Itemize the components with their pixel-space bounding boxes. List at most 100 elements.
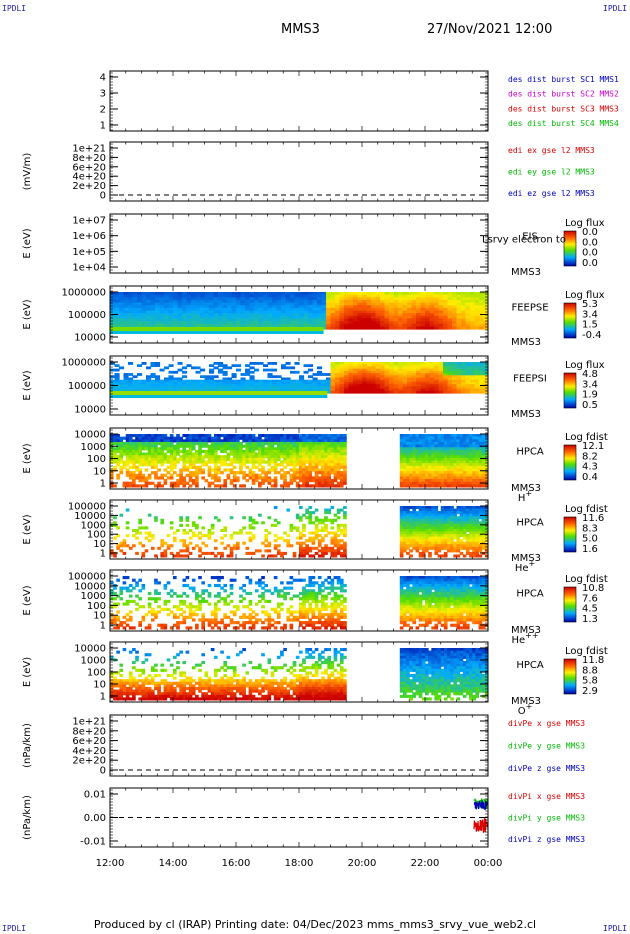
spectrogram-cell bbox=[472, 484, 476, 488]
spectrogram-cell bbox=[431, 436, 435, 440]
spectrogram-cell bbox=[305, 447, 309, 451]
spectrogram-cell bbox=[207, 434, 212, 438]
spectrogram-cell bbox=[258, 449, 262, 454]
spectrogram-cell bbox=[393, 302, 399, 306]
spectrogram-cell bbox=[330, 326, 336, 330]
spectrogram-cell bbox=[317, 370, 323, 374]
spectrogram-cell bbox=[389, 321, 395, 325]
spectrogram-cell bbox=[125, 441, 130, 446]
spectrogram-cell bbox=[429, 307, 435, 312]
spectrogram-cell bbox=[434, 449, 439, 454]
spectrogram-cell bbox=[185, 449, 190, 454]
spectrogram-cell bbox=[280, 449, 284, 454]
spectrogram-cell bbox=[450, 463, 454, 467]
spectrogram-cell bbox=[295, 434, 300, 438]
spectrogram-cell bbox=[321, 473, 325, 477]
spectrogram-cell bbox=[213, 302, 219, 306]
spectrogram-cell bbox=[333, 465, 338, 469]
spectrogram-cell bbox=[191, 523, 196, 527]
spectrogram-cell bbox=[281, 292, 287, 296]
spectrogram-cell bbox=[330, 364, 336, 368]
spectrogram-cell bbox=[312, 297, 318, 301]
spectrogram-cell bbox=[447, 381, 453, 385]
spectrogram-cell bbox=[344, 388, 350, 392]
spectrogram-cell bbox=[272, 318, 278, 322]
spectrogram-cell bbox=[217, 476, 221, 480]
spectrogram-cell bbox=[336, 528, 341, 532]
spectrogram-cell bbox=[375, 370, 381, 374]
spectrogram-cell bbox=[472, 455, 476, 459]
spectrogram-cell bbox=[299, 518, 303, 522]
y-tick-label: 3 bbox=[100, 89, 106, 100]
spectrogram-cell bbox=[209, 323, 215, 327]
spectrogram-cell bbox=[218, 368, 224, 372]
spectrogram-cell bbox=[248, 449, 253, 454]
spectrogram-cell bbox=[402, 534, 407, 538]
spectrogram-cell bbox=[330, 379, 336, 383]
spectrogram-cell bbox=[240, 384, 246, 387]
spectrogram-cell bbox=[452, 292, 458, 296]
spectrogram-cell bbox=[146, 307, 152, 312]
spectrogram-cell bbox=[402, 436, 407, 440]
spectrogram-cell bbox=[440, 447, 445, 451]
spectrogram-cell bbox=[286, 541, 291, 545]
spectrogram-cell bbox=[343, 465, 347, 469]
spectrogram-cell bbox=[191, 460, 196, 464]
spectrogram-cell bbox=[389, 297, 395, 301]
spectrogram-cell bbox=[406, 441, 410, 446]
spectrogram-cell bbox=[416, 307, 422, 312]
spectrogram-cell bbox=[281, 321, 287, 325]
spectrogram-cell bbox=[188, 444, 193, 448]
spectrogram-cell bbox=[465, 473, 470, 477]
spectrogram-cell bbox=[144, 481, 149, 485]
spectrogram-cell bbox=[299, 379, 305, 383]
spectrogram-cell bbox=[326, 315, 332, 320]
spectrogram-cell bbox=[209, 292, 215, 296]
spectrogram-cell bbox=[393, 381, 399, 385]
spectrogram-cell bbox=[314, 476, 319, 480]
spectrogram-cell bbox=[452, 326, 458, 330]
spectrogram-cell bbox=[261, 541, 265, 545]
spectrogram-cell bbox=[302, 457, 306, 461]
spectrogram-cell bbox=[188, 476, 193, 480]
spectrogram-cell bbox=[371, 366, 377, 370]
spectrogram-cell bbox=[128, 315, 134, 320]
spectrogram-cell bbox=[353, 375, 359, 379]
spectrogram-cell bbox=[276, 318, 282, 322]
spectrogram-cell bbox=[308, 364, 314, 368]
spectrogram-cell bbox=[188, 473, 193, 477]
spectrogram-cell bbox=[218, 362, 224, 365]
spectrogram-cell bbox=[227, 381, 233, 385]
spectrogram-cell bbox=[348, 364, 354, 368]
spectrogram-cell bbox=[472, 439, 476, 443]
spectrogram-cell bbox=[217, 455, 221, 459]
spectrogram-cell bbox=[484, 471, 488, 475]
spectrogram-cell bbox=[240, 305, 246, 309]
spectrogram-cell bbox=[465, 484, 470, 488]
spectrogram-cell bbox=[420, 315, 426, 320]
spectrogram-cell bbox=[294, 388, 300, 392]
spectrogram-cell bbox=[312, 305, 318, 309]
spectrogram-cell bbox=[348, 315, 354, 320]
spectrogram-cell bbox=[324, 447, 328, 451]
spectrogram-cell bbox=[110, 388, 116, 392]
spectrogram-cell bbox=[317, 447, 322, 451]
spectrogram-cell bbox=[330, 377, 336, 381]
spectrogram-cell bbox=[479, 323, 485, 327]
spectrogram-cell bbox=[443, 307, 449, 312]
spectrogram-cell bbox=[465, 368, 471, 372]
spectrogram-cell bbox=[276, 321, 282, 325]
spectrogram-cell bbox=[353, 302, 359, 306]
spectrogram-cell bbox=[273, 434, 278, 438]
spectrogram-cell bbox=[116, 444, 120, 448]
spectrogram-cell bbox=[295, 468, 300, 472]
spectrogram-cell bbox=[357, 318, 363, 322]
spectrogram-cell bbox=[138, 468, 142, 472]
spectrogram-cell bbox=[420, 294, 426, 298]
spectrogram-cell bbox=[434, 465, 439, 469]
spectrogram-cell bbox=[292, 449, 297, 454]
spectrogram-cell bbox=[447, 375, 453, 379]
spectrogram-cell bbox=[169, 436, 174, 440]
spectrogram-cell bbox=[399, 508, 404, 512]
spectrogram-cell bbox=[207, 455, 212, 459]
